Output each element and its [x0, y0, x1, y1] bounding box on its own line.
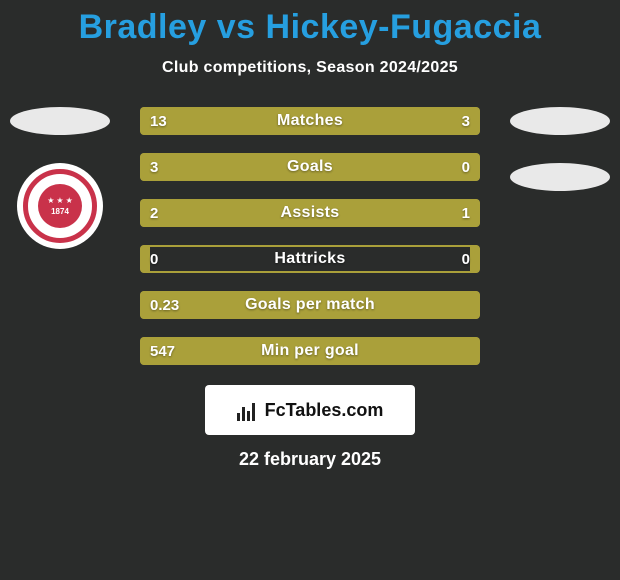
stat-label: Hattricks [140, 245, 480, 273]
club-badge-ring: ★ ★ ★ 1874 [23, 169, 97, 243]
stat-value-right: 0 [462, 153, 470, 181]
stat-row: Assists2 1 [140, 199, 480, 227]
stat-bars: Matches133Goals30Assists21Hattricks00Goa… [140, 107, 480, 365]
club-badge-left: ★ ★ ★ 1874 [17, 163, 103, 249]
stat-label: Assists [140, 199, 480, 227]
bars-icon [237, 399, 259, 421]
stat-value-right: 3 [462, 107, 470, 135]
brand-text: FcTables.com [265, 400, 384, 421]
right-player-col [510, 107, 610, 191]
club-badge-core: ★ ★ ★ 1874 [38, 184, 82, 228]
stat-row: Matches13 3 [140, 107, 480, 135]
stat-value-left: 13 [150, 107, 167, 135]
stat-value-left: 0 [150, 245, 158, 273]
badge-year: 1874 [51, 207, 69, 216]
left-player-col: ★ ★ ★ 1874 [10, 107, 110, 249]
stat-row: Hattricks0 0 [140, 245, 480, 273]
star-icon: ★ [56, 197, 63, 205]
player-photo-placeholder [510, 107, 610, 135]
stat-label: Goals [140, 153, 480, 181]
stat-value-left: 3 [150, 153, 158, 181]
date-text: 22 february 2025 [0, 449, 620, 470]
player-photo-placeholder [10, 107, 110, 135]
stat-value-left: 2 [150, 199, 158, 227]
badge-stars: ★ ★ ★ [47, 197, 73, 205]
brand-box: FcTables.com [205, 385, 415, 435]
stat-value-left: 0.23 [150, 291, 179, 319]
stat-label: Matches [140, 107, 480, 135]
star-icon: ★ [66, 197, 73, 205]
stat-row: Min per goal547 [140, 337, 480, 365]
stat-row: Goals per match0.23 [140, 291, 480, 319]
stat-label: Min per goal [140, 337, 480, 365]
subtitle: Club competitions, Season 2024/2025 [0, 59, 620, 77]
club-badge-placeholder [510, 163, 610, 191]
stat-label: Goals per match [140, 291, 480, 319]
page-title: Bradley vs Hickey-Fugaccia [0, 0, 620, 47]
stat-value-right: 0 [462, 245, 470, 273]
stat-value-right: 1 [462, 199, 470, 227]
star-icon: ★ [47, 197, 54, 205]
stat-row: Goals3 0 [140, 153, 480, 181]
stat-value-left: 547 [150, 337, 175, 365]
comparison-panel: ★ ★ ★ 1874 Matches133Goals30Assists21Hat… [0, 107, 620, 365]
